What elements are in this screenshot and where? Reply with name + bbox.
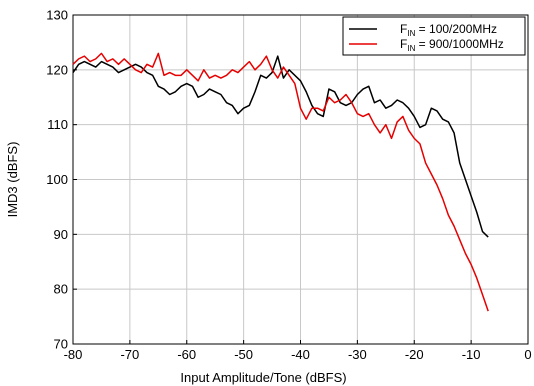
x-tick-label: -30: [348, 347, 367, 362]
y-tick-label: 100: [46, 172, 68, 187]
x-tick-label: -50: [234, 347, 253, 362]
y-tick-label: 90: [54, 227, 68, 242]
x-tick-label: -40: [291, 347, 310, 362]
series-line-1: [72, 55, 489, 238]
x-tick-label: -60: [177, 347, 196, 362]
x-axis-title: Input Amplitude/Tone (dBFS): [180, 370, 346, 385]
series-lines: [72, 52, 489, 312]
x-tick-label: 0: [524, 347, 531, 362]
legend-label: FIN = 100/200MHz: [400, 22, 497, 38]
y-tick-label: 80: [54, 282, 68, 297]
y-axis-title: IMD3 (dBFS): [5, 142, 20, 218]
x-tick-label: -10: [462, 347, 481, 362]
y-tick-label: 110: [47, 117, 68, 132]
y-tick-label: 120: [46, 62, 68, 77]
x-tick-label: -20: [405, 347, 424, 362]
x-tick-label: -80: [64, 347, 83, 362]
series-line-2: [72, 52, 489, 312]
axis-ticks: -80 -70 -60 -50 -40 -30 -20 -10 0 70 80 90 100 110 120…: [46, 8, 531, 363]
grid-lines: [72, 14, 529, 345]
x-tick-label: -70: [120, 347, 139, 362]
y-tick-label: 130: [46, 8, 68, 23]
legend-box: [342, 16, 526, 56]
y-tick-label: 70: [54, 337, 68, 352]
legend-label: FIN = 900/1000MHz: [400, 37, 504, 53]
